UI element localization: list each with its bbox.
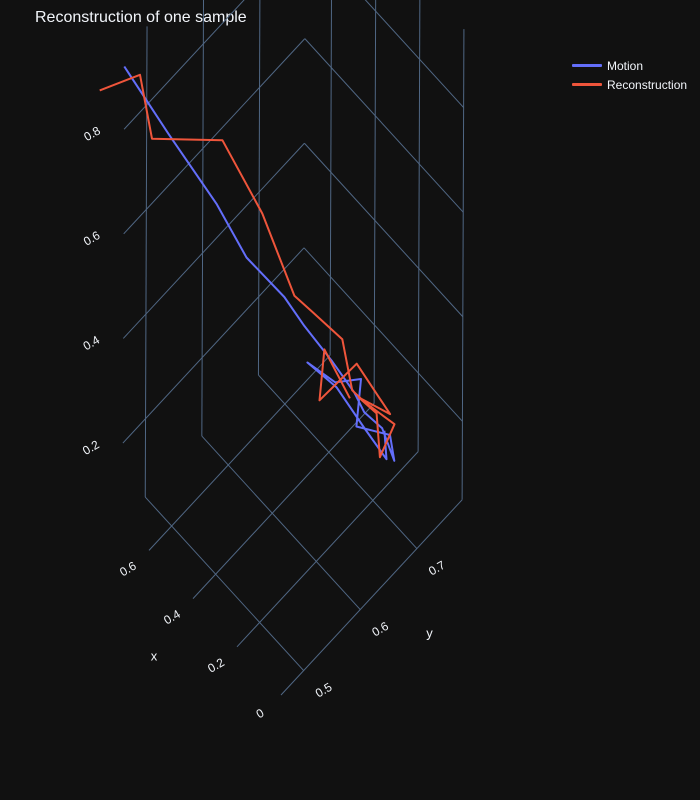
y-tick-label: 0.7: [426, 558, 448, 579]
x-tick-label: 0.4: [161, 607, 183, 628]
series-line-motion[interactable]: [123, 65, 396, 462]
back-wall-gridline-x: [373, 0, 377, 404]
y-tick-label: 0.5: [313, 680, 335, 701]
y-tick-label: 0.6: [370, 619, 392, 640]
z-tick-label: 0.8: [81, 123, 103, 144]
left-wall-gridline-z: [122, 142, 305, 339]
left-wall-gridline-z: [123, 0, 245, 130]
x-tick-label: 0.6: [117, 559, 139, 580]
floor-gridline-y: [201, 435, 361, 610]
floor-gridline-y: [144, 496, 305, 671]
x-tick-label: 0: [254, 706, 267, 722]
left-wall-gridline-z: [122, 247, 305, 444]
series-line-reconstruction[interactable]: [99, 73, 396, 459]
back-wall-gridline-x: [461, 29, 465, 500]
data-lines: [99, 65, 396, 462]
z-tick-label: 0.4: [81, 333, 103, 354]
z-tick-label: 0.2: [80, 437, 102, 458]
back-wall-gridline-x: [417, 0, 421, 452]
legend-swatch-motion: [572, 64, 602, 67]
z-tick-label: 0.6: [81, 228, 103, 249]
axis-titles: xy: [151, 625, 434, 663]
left-wall-gridline-y: [257, 0, 261, 376]
left-wall-gridline-y: [201, 0, 205, 437]
legend-item-reconstruction[interactable]: Reconstruction: [572, 75, 687, 94]
legend-label-motion: Motion: [607, 58, 644, 73]
legend: Motion Reconstruction: [572, 56, 687, 94]
x-axis-title: x: [151, 649, 158, 664]
back-wall-gridline-x: [329, 0, 332, 356]
left-wall-gridline-z: [123, 38, 306, 235]
floor-gridline-x: [280, 499, 463, 696]
floor-gridline-x: [236, 451, 419, 648]
legend-label-reconstruction: Reconstruction: [607, 77, 688, 92]
legend-swatch-reconstruction: [572, 83, 602, 86]
chart-title: Reconstruction of one sample: [35, 9, 247, 26]
legend-item-motion[interactable]: Motion: [572, 56, 687, 75]
left-wall-gridline-y: [144, 26, 148, 498]
x-tick-label: 0.2: [205, 655, 227, 676]
floor-gridline-x: [192, 403, 375, 599]
floor-gridline-x: [148, 354, 331, 551]
back-wall-gridline-z: [364, 0, 464, 108]
back-gridlines: [122, 0, 465, 500]
y-axis-title: y: [426, 625, 433, 640]
back-wall-gridline-z: [303, 247, 463, 422]
floor-gridline-y: [258, 374, 418, 549]
floor-gridlines: [144, 354, 463, 696]
back-wall-gridline-z: [304, 142, 464, 318]
back-wall-gridline-z: [304, 38, 464, 213]
